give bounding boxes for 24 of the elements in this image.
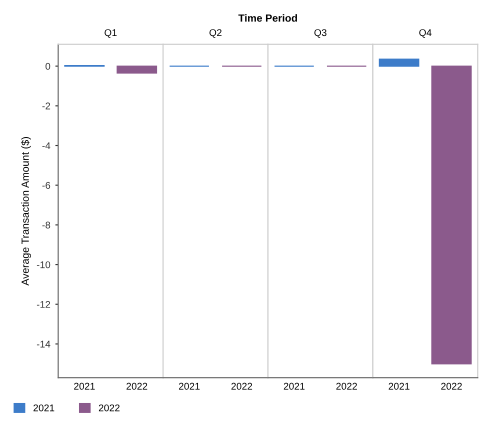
x-tick-label: 2022 [336,382,357,390]
chart-title: Q3 [314,29,326,38]
y-tick-label: -10 [36,261,50,268]
chart-title: Q4 [419,29,432,38]
y-tick-label: 0 [46,62,50,70]
x-tick-label: 2022 [441,382,462,390]
x-tick-label: 2022 [231,382,252,390]
y-tick-label: -4 [42,142,50,150]
chart-title: Q2 [210,29,222,38]
y-tick-label: -8 [42,222,50,229]
x-tick-label: 2022 [126,382,148,390]
y-tick-label: -14 [36,340,50,348]
x-tick-label: 2021 [74,382,95,390]
legend-label: 2022 [98,404,120,412]
legend-label: 2021 [34,404,54,412]
y-tick-label: -6 [42,182,50,189]
y-tick-label: -2 [42,102,50,110]
chart-title: Q1 [104,29,117,38]
x-tick-label: 2021 [178,382,200,390]
x-tick-label: 2021 [284,382,305,390]
text: Time Period [238,14,297,22]
y-axis-title: Average Transaction Amount ($) [21,137,31,286]
x-tick-label: 2021 [388,382,410,390]
y-tick-label: -12 [36,301,50,308]
